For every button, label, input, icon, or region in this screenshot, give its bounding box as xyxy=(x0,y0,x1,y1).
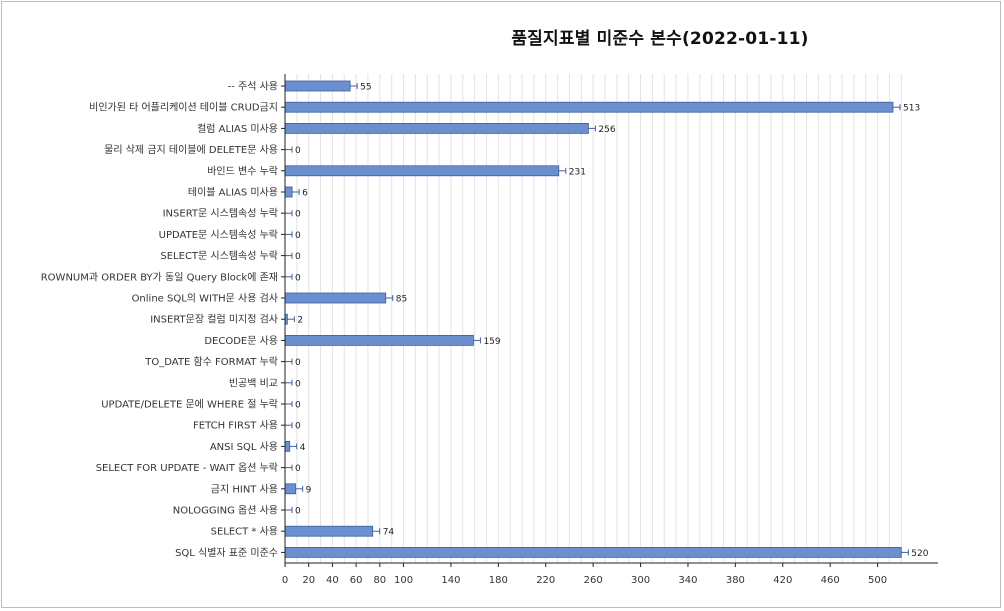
data-label: 159 xyxy=(483,337,500,347)
x-tick-label: 260 xyxy=(584,575,603,586)
x-tick-label: 220 xyxy=(536,575,555,586)
x-tick-label: 140 xyxy=(441,575,460,586)
category-label: ROWNUM과 ORDER BY가 동일 Query Block에 존재 xyxy=(41,271,278,283)
category-label: 비인가된 타 어플리케이션 테이블 CRUD금지 xyxy=(89,102,278,114)
bar xyxy=(284,525,374,537)
bar xyxy=(284,165,560,177)
category-label: SQL 식별자 표준 미준수 xyxy=(175,547,278,559)
data-label: 0 xyxy=(295,146,301,156)
data-label: 55 xyxy=(360,83,371,93)
x-tick-label: 100 xyxy=(394,575,413,586)
data-label: 0 xyxy=(295,273,301,283)
category-label: 물리 삭제 금지 테이블에 DELETE문 사용 xyxy=(104,144,278,156)
category-label: SELECT FOR UPDATE - WAIT 옵션 누락 xyxy=(96,462,278,474)
data-label: 0 xyxy=(295,422,301,432)
category-label: UPDATE/DELETE 문에 WHERE 절 누락 xyxy=(101,398,278,411)
category-label: DECODE문 사용 xyxy=(204,335,278,347)
data-label: 0 xyxy=(295,358,301,368)
x-tick-label: 60 xyxy=(350,575,363,586)
category-label: 빈공백 비교 xyxy=(229,377,278,389)
x-tick-label: 80 xyxy=(373,575,386,586)
x-tick-label: 420 xyxy=(773,575,792,586)
category-label: INSERT문장 컬럼 미지정 검사 xyxy=(150,313,278,326)
category-label: INSERT문 시스템속성 누락 xyxy=(163,208,278,220)
data-label: 4 xyxy=(300,443,306,453)
x-tick-label: 500 xyxy=(868,575,887,586)
category-label: ANSI SQL 사용 xyxy=(210,441,278,453)
bar xyxy=(284,186,293,198)
bar xyxy=(284,101,894,113)
x-tick-label: 340 xyxy=(678,575,697,586)
category-label: -- 주석 사용 xyxy=(228,81,278,93)
data-label: 513 xyxy=(903,104,920,114)
data-label: 0 xyxy=(295,379,301,389)
data-label: 0 xyxy=(295,210,301,220)
x-tick-label: 180 xyxy=(489,575,508,586)
bar xyxy=(284,292,387,304)
bar xyxy=(284,80,351,92)
category-label: 금지 HINT 사용 xyxy=(211,483,278,495)
bar xyxy=(284,334,474,346)
category-label: 컬럼 ALIAS 미사용 xyxy=(197,122,278,135)
data-label: 9 xyxy=(306,485,312,495)
labels-group: 55 -- 주석 사용 513 비인가된 타 어플리케이션 테이블 CRUD금지 256… xyxy=(41,81,929,587)
category-label: UPDATE문 시스템속성 누락 xyxy=(159,229,278,241)
x-tick-label: 40 xyxy=(326,575,339,586)
gridlines xyxy=(284,74,902,563)
category-label: SELECT * 사용 xyxy=(211,526,278,538)
data-label: 6 xyxy=(302,189,308,199)
data-label: 0 xyxy=(295,401,301,411)
data-label: 256 xyxy=(598,125,615,135)
x-tick-label: 380 xyxy=(726,575,745,586)
category-label: TO_DATE 함수 FORMAT 누락 xyxy=(144,356,278,368)
data-label: 0 xyxy=(295,507,301,517)
x-tick-label: 460 xyxy=(821,575,840,586)
bar xyxy=(284,483,297,495)
category-label: NOLOGGING 옵션 사용 xyxy=(173,505,278,517)
category-label: 바인드 변수 누락 xyxy=(207,165,278,177)
category-label: Online SQL의 WITH문 사용 검사 xyxy=(132,293,278,305)
bar xyxy=(284,440,291,452)
data-label: 0 xyxy=(295,464,301,474)
chart-title: 품질지표별 미준수 본수(2022-01-11) xyxy=(511,29,809,49)
category-label: FETCH FIRST 사용 xyxy=(193,420,278,432)
data-label: 520 xyxy=(911,549,928,559)
category-label: SELECT문 시스템속성 누락 xyxy=(160,250,278,262)
x-tick-label: 0 xyxy=(282,575,288,586)
axes-group xyxy=(281,74,938,567)
bar xyxy=(284,123,589,134)
x-tick-label: 300 xyxy=(631,575,650,586)
data-label: 231 xyxy=(569,167,586,177)
bars-group xyxy=(284,80,909,558)
data-label: 85 xyxy=(396,295,407,305)
bar xyxy=(284,547,902,558)
category-label: 테이블 ALIAS 미사용 xyxy=(188,187,278,199)
data-label: 2 xyxy=(297,316,303,326)
data-label: 74 xyxy=(383,528,395,538)
x-tick-label: 20 xyxy=(302,575,315,586)
data-label: 0 xyxy=(295,252,301,262)
data-label: 0 xyxy=(295,231,301,241)
